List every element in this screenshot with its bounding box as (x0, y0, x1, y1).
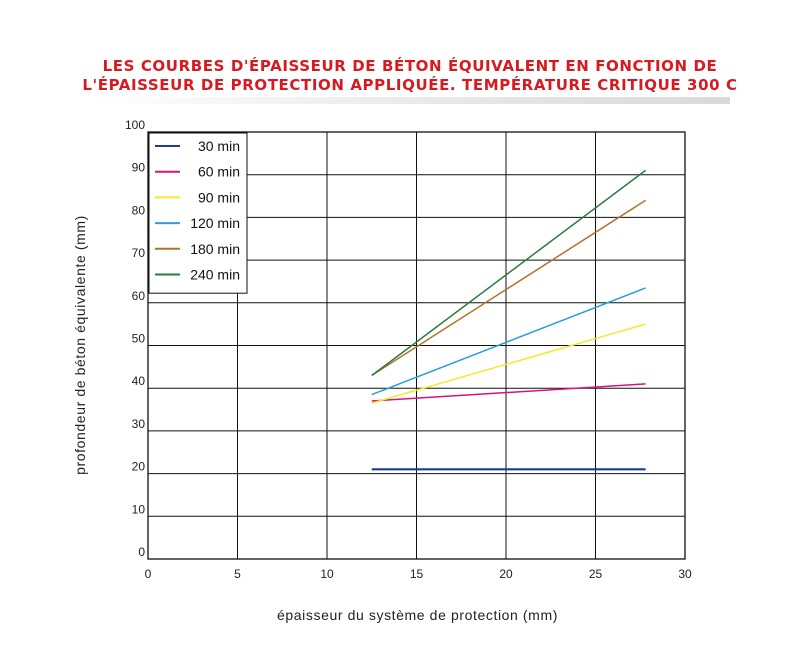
x-tick-label: 20 (499, 567, 513, 581)
x-tick-label: 30 (678, 567, 692, 581)
grid-lines (147, 131, 686, 560)
x-tick-label: 5 (234, 567, 241, 581)
x-tick-label: 25 (589, 567, 603, 581)
legend-label: 240 min (190, 267, 240, 283)
x-tick-label: 10 (320, 567, 334, 581)
x-tick-label: 0 (145, 567, 152, 581)
y-tick-label: 100 (125, 118, 145, 132)
series-line-60-min (371, 383, 646, 402)
y-tick-label: 10 (132, 502, 146, 516)
y-axis-label: profondeur de béton équivalente (mm) (72, 215, 88, 475)
series-line-90-min (371, 323, 646, 404)
legend-box (148, 132, 248, 294)
series-lines (371, 169, 647, 471)
y-tick-label: 20 (132, 460, 146, 474)
y-tick-label: 0 (138, 545, 145, 559)
series-line-120-min (371, 287, 646, 396)
tick-labels: 0 10 20 30 40 50 60 70 80 90 100 0 5 10 15 20 25 30 (125, 118, 692, 581)
series-line-180-min (371, 199, 647, 377)
title-underline-decoration (90, 97, 730, 104)
legend: 30 min 60 min 90 min 120 min 180 min 240 min (148, 132, 248, 294)
y-tick-label: 30 (132, 417, 146, 431)
x-tick-label: 15 (410, 567, 424, 581)
legend-label: 30 min (198, 138, 240, 154)
y-tick-label: 70 (132, 246, 146, 260)
series-line-240-min (371, 169, 647, 377)
chart-title-line-2: L'ÉPAISSEUR DE PROTECTION APPLIQUÉE. TEM… (82, 76, 738, 94)
y-tick-label: 50 (132, 332, 146, 346)
legend-label: 120 min (190, 215, 240, 231)
legend-label: 60 min (198, 164, 240, 180)
x-axis-label: épaisseur du système de protection (mm) (277, 607, 558, 623)
y-tick-label: 40 (132, 374, 146, 388)
y-tick-label: 60 (132, 289, 146, 303)
y-tick-label: 80 (132, 203, 146, 217)
legend-label: 180 min (190, 241, 240, 257)
legend-label: 90 min (198, 189, 240, 205)
y-tick-label: 90 (132, 161, 146, 175)
chart-title-line-1: LES COURBES D'ÉPAISSEUR DE BÉTON ÉQUIVAL… (102, 57, 718, 75)
